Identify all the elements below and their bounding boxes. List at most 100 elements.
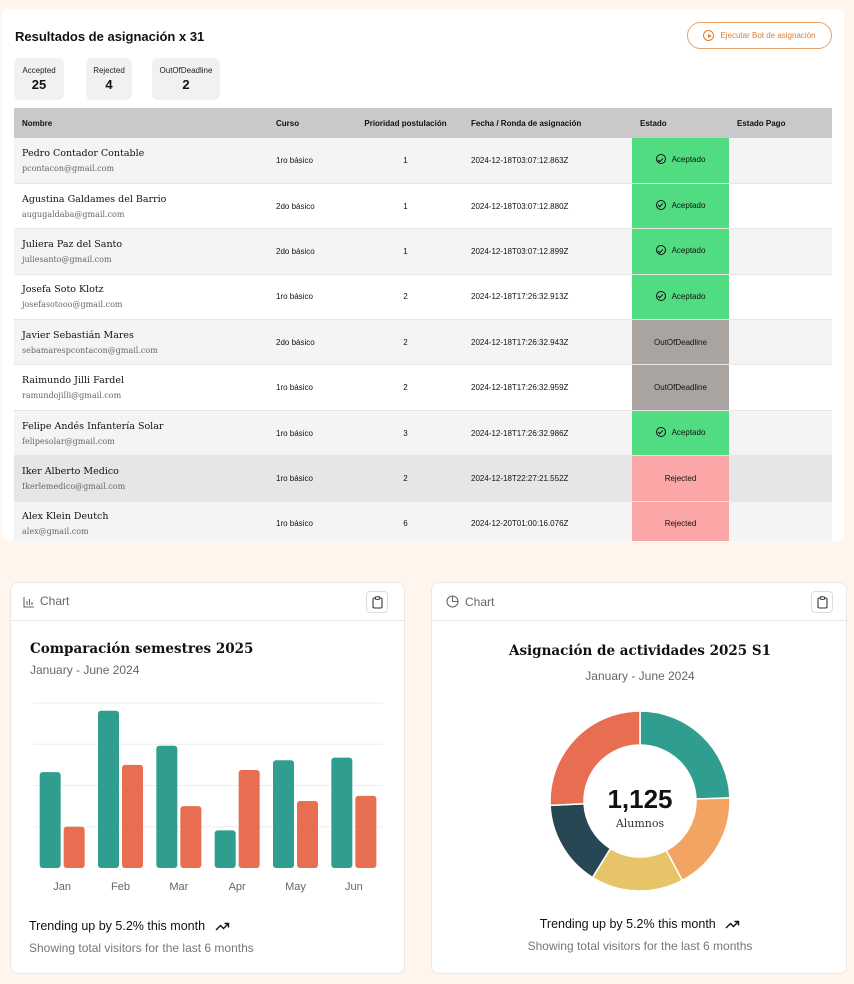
cell-prioridad: 1 — [348, 228, 463, 275]
donut-center-label: Alumnos — [615, 817, 665, 830]
student-name: Agustina Galdames del Barrio — [22, 193, 167, 205]
table-row[interactable]: Agustina Galdames del Barrio augugaldaba@… — [14, 183, 832, 230]
cell-estado: Aceptado — [632, 410, 729, 457]
copy-button[interactable] — [366, 591, 388, 613]
table-row[interactable]: Josefa Soto Klotz josefasotooo@gmail.com … — [14, 274, 832, 321]
cell-estado-pago — [729, 319, 832, 366]
student-name: Felipe Andés Infantería Solar — [22, 420, 164, 432]
cell-curso: 2do básico — [268, 319, 348, 366]
x-tick-label: Feb — [111, 881, 130, 893]
x-tick-label: Jun — [345, 881, 363, 893]
status-label: Aceptado — [671, 155, 706, 165]
cell-prioridad: 2 — [348, 319, 463, 366]
cell-estado-pago — [729, 410, 832, 457]
bar-jun-s1 — [331, 757, 353, 868]
cell-estado: Aceptado — [632, 228, 729, 275]
bar-may-s1 — [273, 760, 294, 868]
cell-nombre: Pedro Contador Contable pcontacon@gmail.c… — [14, 138, 268, 184]
check-circle-icon — [655, 427, 666, 438]
cell-estado-pago — [729, 364, 832, 411]
status-label: OutOfDeadline — [654, 383, 707, 393]
trending-up-icon — [725, 920, 740, 929]
cell-curso: 1ro básico — [268, 274, 348, 321]
bar-mar-s2 — [180, 806, 202, 868]
donut-center-value: 1,125 — [607, 784, 672, 814]
check-circle-icon — [655, 245, 666, 256]
stat-label: Rejected — [93, 66, 125, 75]
cell-prioridad: 2 — [348, 364, 463, 411]
clipboard-icon — [817, 596, 828, 609]
cell-prioridad: 1 — [348, 138, 463, 184]
table-row[interactable]: Pedro Contador Contable pcontacon@gmail.c… — [14, 138, 832, 184]
student-email: alex@gmail.com — [22, 527, 89, 537]
run-bot-button[interactable]: Ejecutar Bot de asignación — [687, 22, 832, 49]
chart-footer: Showing total visitors for the last 6 mo… — [527, 939, 753, 953]
stat-label: Accepted — [22, 66, 56, 75]
bar-jun-s2 — [355, 795, 377, 868]
card-header: Chart — [432, 583, 846, 621]
chart-subtitle: January - June 2024 — [585, 669, 695, 683]
chart-title: Comparación semestres 2025 — [30, 641, 254, 657]
clipboard-icon — [372, 596, 383, 609]
table-row[interactable]: Juliera Paz del Santo juliesanto@gmail.co… — [14, 228, 832, 275]
card-header-title: Chart — [40, 594, 70, 608]
table-row[interactable]: Iker Alberto Medico Ikerlemedico@gmail.co… — [14, 455, 832, 502]
cell-curso: 2do básico — [268, 183, 348, 230]
table-row[interactable]: Javier Sebastián Mares sebamarespcontacon… — [14, 319, 832, 366]
student-email: juliesanto@gmail.com — [22, 254, 112, 264]
cell-fecha: 2024-12-18T17:26:32.943Z — [463, 319, 632, 366]
table-row[interactable]: Felipe Andés Infantería Solar felipesolar… — [14, 410, 832, 457]
bar-jan-s1 — [39, 772, 61, 868]
column-header-curso[interactable]: Curso — [268, 108, 348, 138]
x-tick-label: Mar — [169, 881, 188, 893]
bar-mar-s1 — [156, 745, 178, 868]
cell-curso: 1ro básico — [268, 501, 348, 541]
bar-jan-s2 — [63, 826, 85, 868]
cell-fecha: 2024-12-18T03:07:12.899Z — [463, 228, 632, 275]
student-name: Alex Klein Deutch — [22, 511, 109, 523]
cell-estado-pago — [729, 138, 832, 184]
cell-prioridad: 2 — [348, 274, 463, 321]
table-header-row: Nombre Curso Prioridad postulación Fecha… — [14, 108, 832, 138]
chart-subtitle: January - June 2024 — [30, 663, 140, 677]
column-header-estado[interactable]: Estado — [632, 108, 729, 138]
trend-line: Trending up by 5.2% this month — [432, 917, 846, 931]
results-title: Resultados de asignación x 31 — [15, 29, 205, 44]
student-name: Juliera Paz del Santo — [22, 238, 123, 250]
table-row[interactable]: Alex Klein Deutch alex@gmail.com 1ro bási… — [14, 501, 832, 541]
bar-apr-s1 — [214, 830, 236, 868]
column-header-prioridad[interactable]: Prioridad postulación — [348, 108, 463, 138]
cell-estado: Aceptado — [632, 138, 729, 184]
pie-chart-icon — [446, 595, 459, 613]
check-circle-icon — [655, 290, 666, 301]
bar-feb-s2 — [122, 764, 143, 868]
cell-nombre: Felipe Andés Infantería Solar felipesolar… — [14, 410, 268, 457]
status-label: Rejected — [664, 519, 697, 529]
cell-nombre: Javier Sebastián Mares sebamarespcontacon… — [14, 319, 268, 366]
cell-fecha: 2024-12-18T17:26:32.913Z — [463, 274, 632, 321]
cell-estado: OutOfDeadline — [632, 364, 729, 411]
bar-chart-card: Chart Comparación semestres 2025 January… — [10, 582, 405, 974]
stat-accepted: Accepted 25 — [14, 58, 64, 100]
cell-curso: 1ro básico — [268, 138, 348, 184]
x-tick-label: Apr — [229, 881, 246, 893]
play-circle-icon — [703, 30, 715, 41]
student-name: Pedro Contador Contable — [22, 147, 145, 159]
trend-line: Trending up by 5.2% this month — [29, 919, 230, 933]
run-bot-label: Ejecutar Bot de asignación — [720, 31, 816, 40]
column-header-nombre[interactable]: Nombre — [14, 108, 268, 138]
status-label: OutOfDeadline — [654, 337, 707, 347]
cell-fecha: 2024-12-18T03:07:12.880Z — [463, 183, 632, 230]
cell-prioridad: 2 — [348, 455, 463, 502]
donut-chart-card: Chart Asignación de actividades 2025 S1 … — [431, 582, 847, 974]
bar-apr-s2 — [238, 770, 260, 868]
cell-curso: 1ro básico — [268, 455, 348, 502]
copy-button[interactable] — [811, 591, 833, 613]
table-row[interactable]: Raimundo Jilli Fardel ramundojilli@gmail.… — [14, 364, 832, 411]
bar-chart: Jan Feb Mar Apr May Jun — [33, 702, 383, 893]
column-header-fecha[interactable]: Fecha / Ronda de asignación — [463, 108, 632, 138]
cell-estado-pago — [729, 183, 832, 230]
x-tick-label: May — [285, 881, 306, 893]
stat-out-of-deadline: OutOfDeadline 2 — [152, 58, 220, 100]
column-header-estado-pago[interactable]: Estado Pago — [729, 108, 832, 138]
